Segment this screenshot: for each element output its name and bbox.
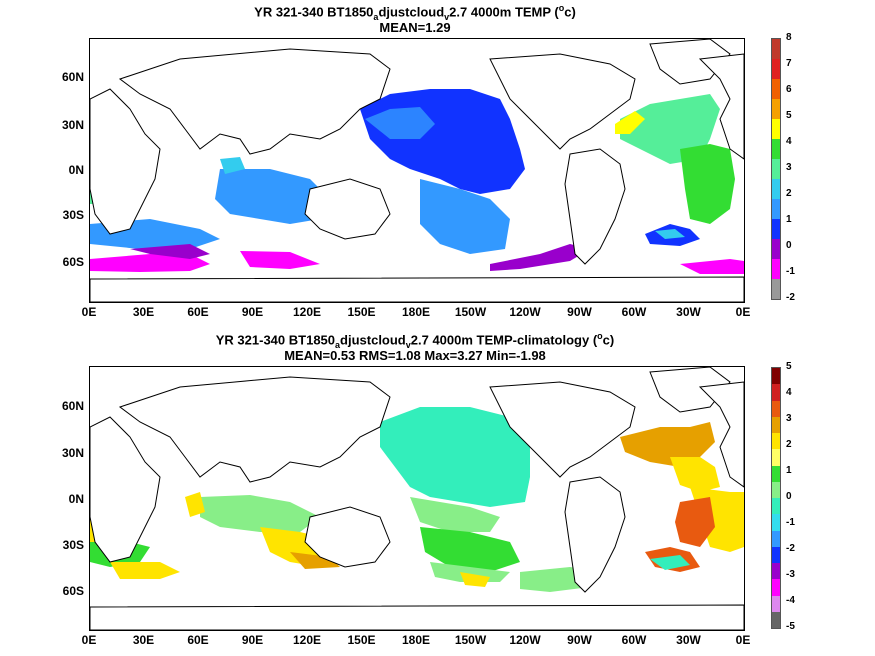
panel1-colorbar-tick: 5 <box>786 110 792 121</box>
panel2-lon-label: 60E <box>187 633 209 647</box>
panel2-colorbar-tick: 1 <box>786 465 792 476</box>
panel2-colorbar-segment <box>772 579 780 596</box>
panel1-lat-label: 30N <box>61 118 84 132</box>
panel2-colorbar-tick: 4 <box>786 387 792 398</box>
panel2-lon-label: 120W <box>509 633 541 647</box>
panel2-colorbar <box>771 367 781 629</box>
panel2-colorbar-segment <box>772 498 780 515</box>
panel1-colorbar <box>771 38 781 300</box>
panel1-lon-label: 60W <box>621 305 647 319</box>
panel1-colorbar-tick: 1 <box>786 214 792 225</box>
panel1-map <box>89 38 745 303</box>
panel1-lat-label: 30S <box>62 208 84 222</box>
panel1-colorbar-tick: -1 <box>786 266 795 277</box>
panel1-lon-label: 60E <box>187 305 209 319</box>
panel1-colorbar-tick: -2 <box>786 292 795 303</box>
panel2-colorbar-segment <box>772 530 780 547</box>
panel2-lon-label: 150E <box>347 633 376 647</box>
panel2-lon-label: 120E <box>292 633 322 647</box>
panel1-colorbar-tick: 2 <box>786 188 792 199</box>
panel1-lon-label: 150E <box>347 305 376 319</box>
panel1-lon-label: 30E <box>132 305 155 319</box>
panel1-lon-label: 0E <box>81 305 97 319</box>
panel1-colorbar-segment <box>772 239 780 259</box>
panel2-lon-label: 0E <box>81 633 97 647</box>
panel2-colorbar-tick: -3 <box>786 569 795 580</box>
panel2-lon-label: 30W <box>676 633 701 647</box>
panel1-colorbar-segment <box>772 219 780 239</box>
panel2-colorbar-segment <box>772 611 780 628</box>
panel1-lon-label: 90E <box>241 305 264 319</box>
panel2-colorbar-segment <box>772 433 780 450</box>
panel1-title: YR 321-340 BT1850adjustcloudv2.7 4000m T… <box>254 3 576 22</box>
panel2-colorbar-segment <box>772 368 780 385</box>
panel1-lon-label: 30W <box>676 305 701 319</box>
panel2-colorbar-segment <box>772 384 780 401</box>
panel2-colorbar-segment <box>772 514 780 531</box>
panel2-colorbar-segment <box>772 595 780 612</box>
panel1-colorbar-segment <box>772 179 780 199</box>
panel2-lon-label: 90E <box>241 633 264 647</box>
panel2-lon-label: 30E <box>132 633 155 647</box>
panel1-colorbar-tick: 7 <box>786 58 792 69</box>
panel1-colorbar-segment <box>772 259 780 279</box>
panel2-map <box>89 366 745 631</box>
panel1-subtitle: MEAN=1.29 <box>379 20 451 35</box>
panel2-colorbar-tick: -2 <box>786 543 795 554</box>
panel2-colorbar-segment <box>772 481 780 498</box>
panel1-colorbar-segment <box>772 79 780 99</box>
panel2-field <box>90 367 744 630</box>
panel1-colorbar-tick: 0 <box>786 240 792 251</box>
panel1-colorbar-segment <box>772 139 780 159</box>
panel2-colorbar-tick: 0 <box>786 491 792 502</box>
panel2-subtitle: MEAN=0.53 RMS=1.08 Max=3.27 Min=-1.98 <box>284 348 546 363</box>
panel2-colorbar-tick: 5 <box>786 361 792 372</box>
panel1-colorbar-segment <box>772 199 780 219</box>
panel2-colorbar-tick: -4 <box>786 595 795 606</box>
panel1-lon-label: 120E <box>292 305 322 319</box>
panel2-colorbar-segment <box>772 449 780 466</box>
panel2-colorbar-segment <box>772 400 780 417</box>
panel2-lon-label: 150W <box>454 633 487 647</box>
panel2-colorbar-tick: -5 <box>786 621 795 632</box>
panel1-field <box>90 39 744 302</box>
panel1-colorbar-tick: 8 <box>786 32 792 43</box>
panel2-colorbar-tick: 3 <box>786 413 792 424</box>
panel1-colorbar-tick: 3 <box>786 162 792 173</box>
panel1-lat-label: 60S <box>62 255 84 269</box>
panel1-lon-label: 150W <box>454 305 487 319</box>
panel1-colorbar-segment <box>772 99 780 119</box>
panel1-colorbar-segment <box>772 279 780 299</box>
panel2-colorbar-segment <box>772 563 780 580</box>
panel1-colorbar-segment <box>772 59 780 79</box>
panel2-lon-label: 60W <box>621 633 647 647</box>
panel2-lat-label: 60N <box>61 399 84 413</box>
panel2-lon-label: 90W <box>567 633 592 647</box>
panel1-colorbar-tick: 6 <box>786 84 792 95</box>
panel1-lon-label: 180E <box>401 305 431 319</box>
panel1-lon-label: 0E <box>735 305 751 319</box>
panel1-colorbar-segment <box>772 39 780 59</box>
panel2-colorbar-tick: -1 <box>786 517 795 528</box>
panel2-lat-label: 60S <box>62 584 84 598</box>
panel1-colorbar-segment <box>772 159 780 179</box>
panel1-lat-label: 0N <box>68 163 84 177</box>
panel2-colorbar-segment <box>772 416 780 433</box>
panel2-lon-label: 0E <box>735 633 751 647</box>
panel2-lon-label: 180E <box>401 633 431 647</box>
panel1-lat-label: 60N <box>61 70 84 84</box>
panel2-lat-label: 0N <box>68 492 84 506</box>
panel2-colorbar-segment <box>772 465 780 482</box>
panel2-title: YR 321-340 BT1850adjustcloudv2.7 4000m T… <box>215 331 615 350</box>
panel1-lon-label: 90W <box>567 305 592 319</box>
panel2-colorbar-segment <box>772 546 780 563</box>
panel2-lat-label: 30S <box>62 538 84 552</box>
panel2-lat-label: 30N <box>61 446 84 460</box>
panel1-colorbar-segment <box>772 119 780 139</box>
panel1-colorbar-tick: 4 <box>786 136 792 147</box>
panel1-lon-label: 120W <box>509 305 541 319</box>
panel2-colorbar-tick: 2 <box>786 439 792 450</box>
